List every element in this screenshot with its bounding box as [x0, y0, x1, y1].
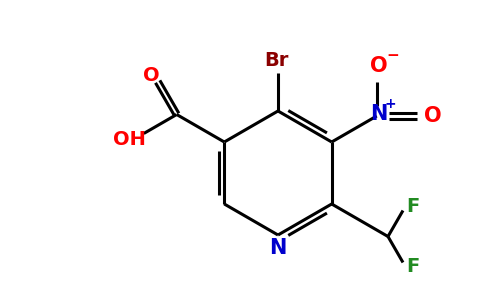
Text: F: F	[407, 197, 420, 216]
Text: Br: Br	[264, 50, 288, 70]
Text: −: −	[386, 49, 399, 64]
Text: F: F	[407, 257, 420, 276]
Text: O: O	[143, 66, 160, 85]
Text: OH: OH	[113, 130, 146, 149]
Text: N: N	[370, 104, 387, 124]
Text: +: +	[385, 97, 396, 111]
Text: O: O	[424, 106, 441, 126]
Text: N: N	[269, 238, 287, 258]
Text: O: O	[370, 56, 388, 76]
